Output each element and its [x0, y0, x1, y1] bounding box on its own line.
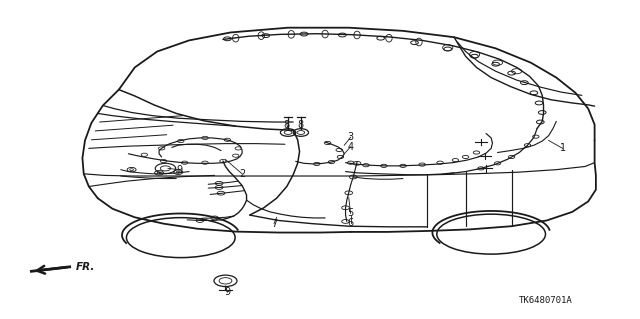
Text: 3: 3: [348, 132, 354, 142]
Text: 5: 5: [348, 209, 354, 219]
Text: 2: 2: [239, 169, 245, 179]
Text: 7: 7: [271, 219, 277, 229]
Text: 6: 6: [348, 218, 354, 228]
Text: 9: 9: [177, 165, 182, 175]
Text: 9: 9: [225, 287, 230, 297]
Text: FR.: FR.: [76, 262, 95, 272]
Text: 1: 1: [559, 143, 566, 153]
Text: 4: 4: [348, 142, 354, 152]
Text: 8: 8: [284, 120, 290, 130]
Text: TK6480701A: TK6480701A: [518, 296, 572, 305]
Text: 8: 8: [298, 120, 304, 130]
